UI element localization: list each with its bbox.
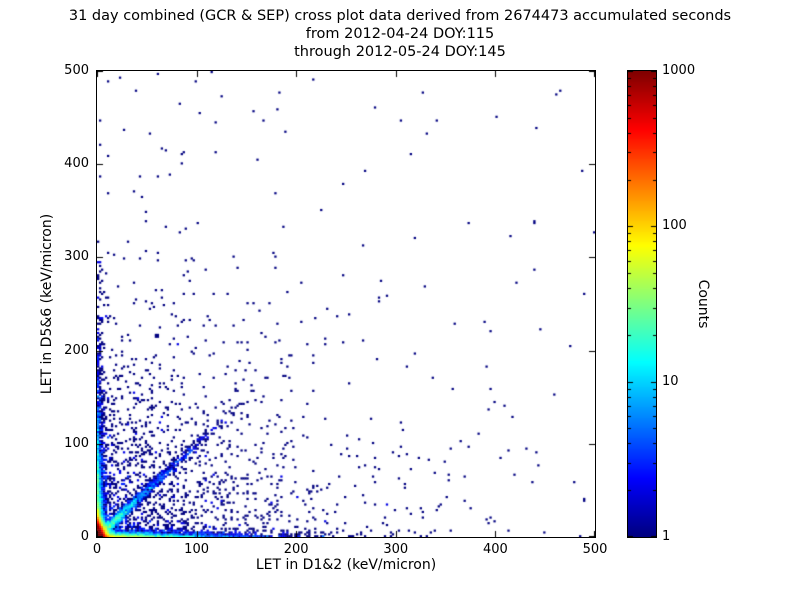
x-tick-label: 200 (283, 542, 309, 557)
chart-subtitle-from: from 2012-04-24 DOY:115 (305, 26, 495, 42)
x-tick-label: 0 (92, 542, 102, 557)
colorbar-tick-label: 10 (662, 373, 679, 389)
scatter-plot-canvas (96, 70, 596, 538)
x-tick-label: 400 (482, 542, 508, 557)
y-tick-label: 400 (64, 156, 89, 172)
chart-title: 31 day combined (GCR & SEP) cross plot d… (68, 8, 732, 24)
y-tick-label: 100 (64, 435, 89, 451)
y-tick-label: 300 (64, 249, 89, 265)
colorbar-tick-label: 100 (662, 218, 687, 234)
colorbar-tick-label: 1000 (662, 63, 696, 78)
y-tick-label: 0 (80, 529, 89, 544)
x-tick-label: 500 (582, 542, 608, 557)
x-tick-label: 100 (184, 542, 209, 557)
x-axis-label: LET in D1&2 (keV/micron) (255, 557, 437, 573)
y-axis-label: LET in D5&6 (keV/micron) (39, 213, 55, 395)
colorbar-tick-label: 1 (662, 529, 671, 544)
y-tick-label: 500 (64, 63, 89, 78)
y-tick-label: 200 (64, 342, 89, 358)
x-tick-label: 300 (383, 542, 409, 557)
chart-subtitle-through: through 2012-05-24 DOY:145 (294, 44, 506, 60)
colorbar-canvas (627, 70, 657, 538)
colorbar-label: Counts (695, 279, 711, 329)
chart-title-block: 31 day combined (GCR & SEP) cross plot d… (0, 7, 800, 61)
